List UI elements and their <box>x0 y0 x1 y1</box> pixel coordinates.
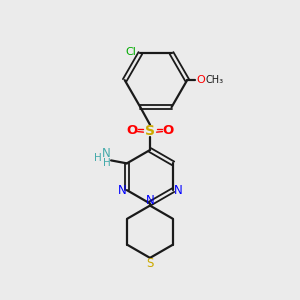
Text: N: N <box>146 194 154 207</box>
Text: S: S <box>146 257 154 270</box>
Text: N: N <box>102 147 111 160</box>
Text: CH₃: CH₃ <box>206 75 224 85</box>
Text: H: H <box>94 153 102 163</box>
Text: N: N <box>118 184 127 196</box>
Text: O: O <box>196 75 205 85</box>
Text: O: O <box>163 124 174 136</box>
Text: N: N <box>173 184 182 196</box>
Text: O: O <box>126 124 137 136</box>
Text: Cl: Cl <box>125 46 136 57</box>
Text: S: S <box>145 124 155 138</box>
Text: H: H <box>103 158 110 168</box>
